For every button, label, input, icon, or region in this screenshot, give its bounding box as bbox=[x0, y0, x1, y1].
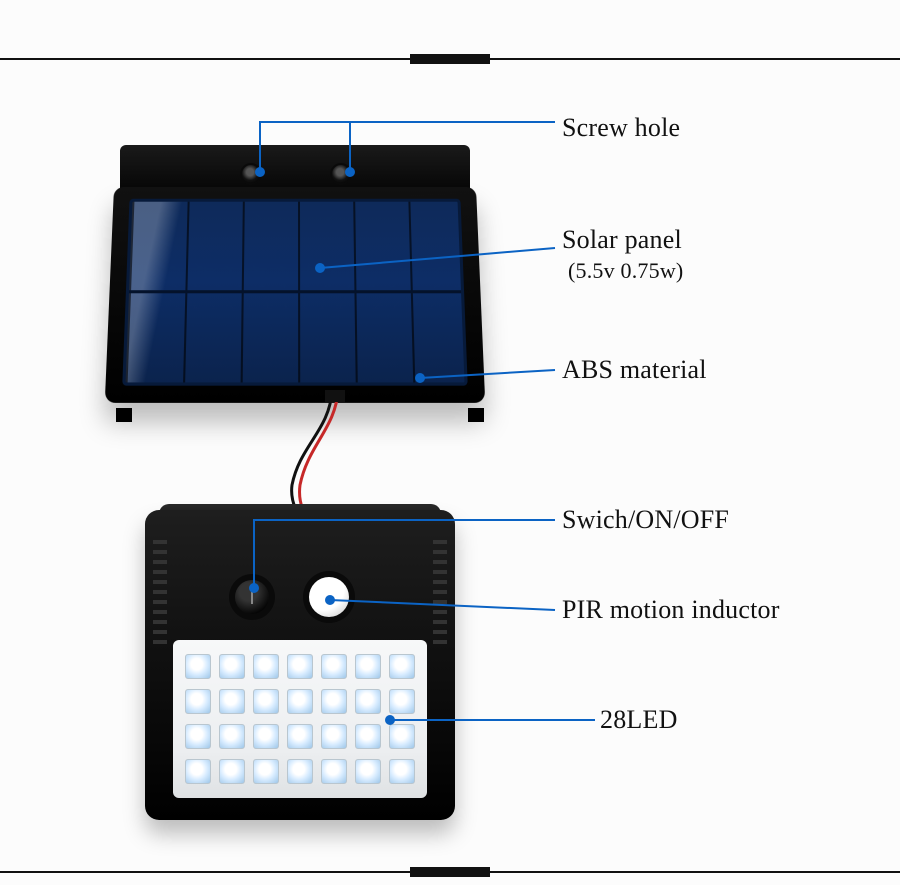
led-panel bbox=[173, 640, 427, 798]
top-center-marker bbox=[410, 54, 490, 64]
led-icon bbox=[253, 654, 279, 679]
led-icon bbox=[287, 759, 313, 784]
led-icon bbox=[253, 689, 279, 714]
power-switch-icon bbox=[235, 580, 269, 614]
led-icon bbox=[219, 654, 245, 679]
panel-body bbox=[105, 187, 485, 403]
label-led: 28LED bbox=[600, 706, 678, 735]
label-solar-panel-text: Solar panel bbox=[562, 225, 682, 254]
led-icon bbox=[185, 759, 211, 784]
bottom-center-marker bbox=[410, 867, 490, 877]
led-icon bbox=[185, 724, 211, 749]
label-solar-panel-sub: (5.5v 0.75w) bbox=[562, 259, 683, 283]
led-icon bbox=[219, 759, 245, 784]
led-icon bbox=[287, 689, 313, 714]
led-icon bbox=[219, 689, 245, 714]
vent-icon bbox=[433, 540, 447, 650]
led-icon bbox=[253, 724, 279, 749]
led-icon bbox=[321, 654, 347, 679]
led-icon bbox=[389, 689, 415, 714]
label-screw-hole: Screw hole bbox=[562, 114, 680, 143]
led-icon bbox=[185, 689, 211, 714]
led-icon bbox=[389, 759, 415, 784]
label-switch: Swich/ON/OFF bbox=[562, 506, 729, 535]
led-icon bbox=[355, 654, 381, 679]
led-icon bbox=[185, 654, 211, 679]
led-icon bbox=[287, 724, 313, 749]
screw-hole-icon bbox=[330, 163, 352, 185]
led-icon bbox=[321, 724, 347, 749]
led-icon bbox=[355, 724, 381, 749]
led-icon bbox=[321, 759, 347, 784]
led-icon bbox=[253, 759, 279, 784]
pir-sensor-icon bbox=[309, 577, 349, 617]
solar-cells bbox=[122, 199, 467, 386]
panel-tabs bbox=[110, 408, 490, 422]
vent-icon bbox=[153, 540, 167, 650]
led-icon bbox=[355, 689, 381, 714]
led-icon bbox=[287, 654, 313, 679]
lamp-body bbox=[145, 510, 455, 820]
led-icon bbox=[389, 654, 415, 679]
label-pir: PIR motion inductor bbox=[562, 596, 780, 625]
solar-panel-unit bbox=[120, 145, 470, 410]
led-icon bbox=[355, 759, 381, 784]
led-icon bbox=[389, 724, 415, 749]
label-solar-panel: Solar panel (5.5v 0.75w) bbox=[562, 226, 683, 283]
led-lamp-unit bbox=[145, 510, 455, 820]
led-icon bbox=[219, 724, 245, 749]
screw-hole-icon bbox=[240, 163, 262, 185]
label-abs-material: ABS material bbox=[562, 356, 707, 385]
led-icon bbox=[321, 689, 347, 714]
